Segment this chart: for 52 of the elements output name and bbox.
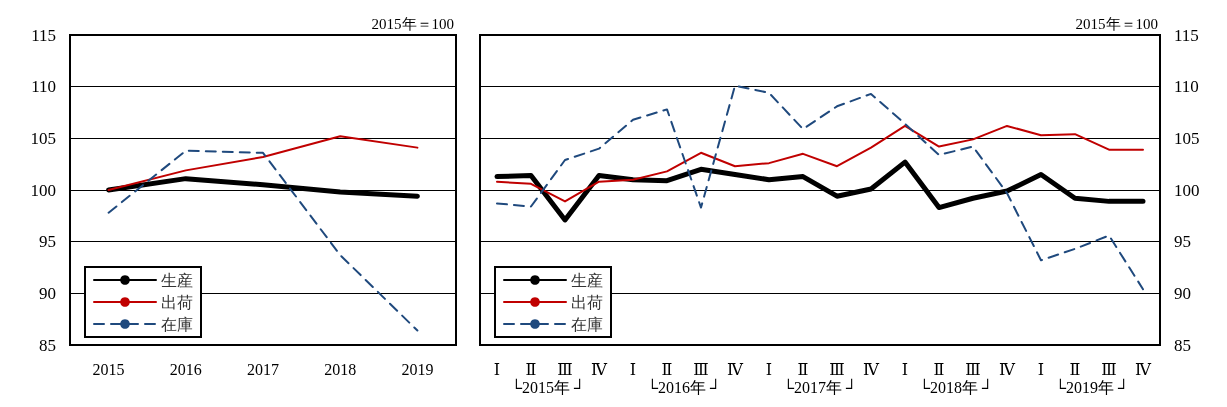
y-tick-label: 100 — [30, 180, 56, 200]
legend-label: 在庫 — [571, 315, 603, 333]
x-tick-label: Ⅰ — [765, 360, 773, 378]
x-tick-label: Ⅳ — [1135, 360, 1153, 378]
legend-label: 出荷 — [571, 293, 603, 311]
x-tick-label: Ⅰ — [629, 360, 637, 378]
text: └2019年 ┘ — [1054, 377, 1130, 396]
x-tick-label: Ⅱ — [525, 360, 537, 378]
y-tick-label: 100 — [1174, 180, 1200, 200]
y-tick-label: 85 — [39, 335, 56, 355]
text: └2016年 ┘ — [646, 377, 722, 396]
x-tick-label: Ⅲ — [1101, 360, 1117, 378]
y-tick-label: 105 — [30, 128, 56, 148]
y-tick-label: 90 — [1174, 283, 1191, 303]
x-tick-label: Ⅲ — [693, 360, 709, 378]
x-tick-label: Ⅳ — [863, 360, 881, 378]
x-tick-label: Ⅳ — [999, 360, 1017, 378]
chart-subtitle: 2015年＝100 — [1075, 15, 1158, 32]
x-tick-label: Ⅰ — [901, 360, 909, 378]
legend-label: 出荷 — [161, 293, 193, 311]
legend-label: 生産 — [161, 271, 193, 289]
x-tick-label: 2015 — [92, 360, 125, 378]
x-tick-label: Ⅳ — [591, 360, 609, 378]
x-tick-label: Ⅰ — [493, 360, 501, 378]
x-tick-label: Ⅱ — [1069, 360, 1081, 378]
y-tick-label: 95 — [39, 232, 56, 252]
y-tick-label: 115 — [1174, 25, 1199, 45]
x-tick-label: 2019 — [401, 360, 434, 378]
y-tick-label: 90 — [39, 283, 56, 303]
y-tick-label: 110 — [1174, 77, 1199, 97]
text: └2017年 ┘ — [782, 377, 858, 396]
y-tick-label: 85 — [1174, 335, 1191, 355]
x-tick-label: 2017 — [247, 360, 279, 378]
x-tick-label: 2016 — [169, 360, 202, 378]
y-tick-label: 115 — [31, 25, 56, 45]
y-tick-label: 95 — [1174, 232, 1191, 252]
x-tick-label: Ⅱ — [933, 360, 945, 378]
x-tick-label: Ⅱ — [797, 360, 809, 378]
x-tick-label: Ⅳ — [727, 360, 745, 378]
x-tick-label: 2018 — [324, 360, 357, 378]
x-tick-label: Ⅲ — [965, 360, 981, 378]
x-tick-label: Ⅰ — [1037, 360, 1045, 378]
x-tick-label: Ⅲ — [829, 360, 845, 378]
x-tick-label: Ⅲ — [557, 360, 573, 378]
legend-label: 生産 — [571, 271, 603, 289]
chart-subtitle: 2015年＝100 — [371, 15, 454, 32]
y-tick-label: 110 — [31, 77, 56, 97]
x-tick-label: Ⅱ — [661, 360, 673, 378]
legend-label: 在庫 — [161, 315, 193, 333]
text: └2018年 ┘ — [918, 377, 994, 396]
text: └2015年 ┘ — [510, 377, 586, 396]
y-tick-label: 105 — [1174, 128, 1200, 148]
